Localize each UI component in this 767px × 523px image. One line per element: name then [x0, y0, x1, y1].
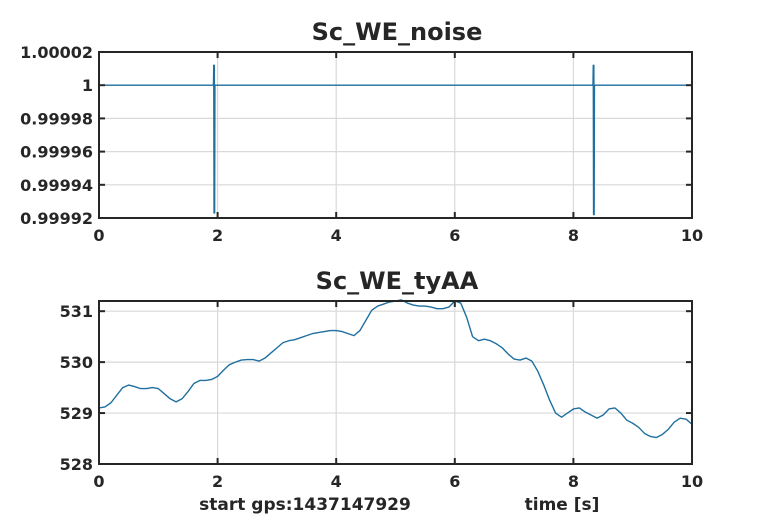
noise-x-tick-label: 6 [449, 226, 460, 245]
tyaa-chart-panel: Sc_WE_tyAA 0 2 4 6 8 10 531 530 529 528 [60, 267, 704, 491]
tyaa-chart-frame [98, 300, 693, 465]
noise-chart-plot [99, 64, 692, 216]
tyaa-x-tick-label: 0 [93, 472, 104, 491]
tyaa-x-tick-label: 4 [331, 472, 342, 491]
tyaa-series-line [98, 299, 693, 439]
noise-y-tick-label: 0.99994 [20, 176, 93, 195]
tyaa-chart-grid [99, 301, 692, 464]
noise-chart-panel: Sc_WE_noise 0 2 4 6 8 10 1.00002 1 0.99998 0.9999… [20, 18, 703, 245]
noise-chart-grid [99, 52, 692, 218]
tyaa-x-tick-label: 8 [568, 472, 579, 491]
tyaa-chart-ticks: 0 2 4 6 8 10 531 530 529 528 [60, 301, 703, 491]
noise-chart-ticks: 0 2 4 6 8 10 1.00002 1 0.99998 0.99996 0.99994 0.99… [20, 43, 703, 245]
noise-y-tick-label: 0.99992 [20, 209, 93, 228]
tyaa-chart-title: Sc_WE_tyAA [316, 267, 479, 295]
noise-x-tick-label: 10 [681, 226, 703, 245]
noise-x-tick-label: 4 [331, 226, 342, 245]
noise-x-tick-label: 8 [568, 226, 579, 245]
tyaa-chart-plot [98, 299, 693, 439]
noise-y-tick-label: 0.99996 [20, 143, 93, 162]
noise-y-tick-label: 0.99998 [20, 109, 93, 128]
tyaa-y-tick-label: 530 [60, 353, 93, 372]
noise-y-tick-label: 1.00002 [20, 43, 93, 62]
tyaa-y-tick-label: 531 [60, 302, 93, 321]
noise-x-tick-label: 0 [93, 226, 104, 245]
x-axis-label: time [s] [525, 495, 600, 515]
start-gps-annotation: start gps:1437147929 [199, 495, 411, 515]
noise-x-tick-label: 2 [212, 226, 223, 245]
tyaa-y-tick-label: 529 [60, 404, 93, 423]
tyaa-x-tick-label: 2 [212, 472, 223, 491]
tyaa-x-tick-label: 6 [449, 472, 460, 491]
tyaa-y-tick-label: 528 [60, 455, 93, 474]
noise-chart-title: Sc_WE_noise [312, 18, 483, 46]
tyaa-x-tick-label: 10 [681, 472, 703, 491]
noise-chart-frame [98, 51, 693, 219]
noise-series-line [99, 64, 692, 216]
noise-y-tick-label: 1 [82, 76, 93, 95]
